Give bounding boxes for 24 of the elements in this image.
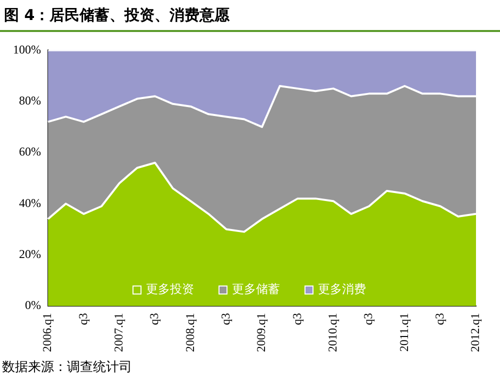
legend-label: 更多储蓄 — [232, 282, 280, 296]
y-tick-label: 40% — [18, 196, 41, 210]
x-tick-label: q3 — [76, 313, 90, 325]
y-tick-label: 0% — [24, 298, 41, 312]
x-tick-label: 2012.q1 — [468, 313, 482, 352]
x-tick-label: q3 — [218, 313, 232, 325]
x-tick-label: 2010.q1 — [325, 313, 340, 352]
x-tick-label: q3 — [290, 313, 304, 325]
x-tick-label: q3 — [361, 313, 376, 325]
y-tick-label: 100% — [12, 42, 41, 56]
x-tick-label: q3 — [147, 313, 162, 325]
x-tick-label: 2008.q1 — [182, 313, 197, 352]
x-tick-label: 2009.q1 — [254, 313, 268, 352]
y-tick-label: 60% — [18, 144, 41, 159]
x-tick-label: 2007.q1 — [111, 313, 126, 352]
x-tick-label: q3 — [432, 313, 446, 325]
y-tick-label: 20% — [18, 246, 41, 261]
legend-label: 更多消费 — [318, 282, 366, 296]
source-note: 数据来源：调查统计司 — [2, 359, 132, 376]
x-tick-label: 2011.q1 — [396, 313, 411, 352]
x-tick-label: 2006.q1 — [40, 313, 54, 352]
legend-label: 更多投资 — [146, 282, 194, 296]
chart-title: 图 4：居民储蓄、投资、消费意愿 — [4, 6, 230, 25]
y-tick-label: 80% — [18, 94, 41, 108]
